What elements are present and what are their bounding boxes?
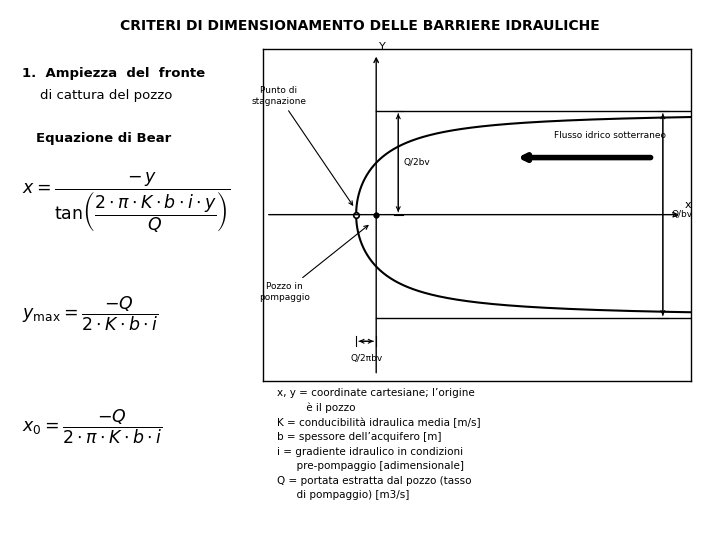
Text: x, y = coordinate cartesiane; l’origine
         è il pozzo
K = conducibilità id: x, y = coordinate cartesiane; l’origine … bbox=[277, 388, 481, 500]
Text: Punto di
stagnazione: Punto di stagnazione bbox=[251, 86, 353, 205]
Text: $x_0 = \dfrac{-Q}{2\cdot\pi\cdot K\cdot b\cdot i}$: $x_0 = \dfrac{-Q}{2\cdot\pi\cdot K\cdot … bbox=[22, 408, 162, 446]
Text: 1.  Ampiezza  del  fronte: 1. Ampiezza del fronte bbox=[22, 68, 204, 80]
Text: $y_{\rm max} = \dfrac{-Q}{2\cdot K\cdot b\cdot i}$: $y_{\rm max} = \dfrac{-Q}{2\cdot K\cdot … bbox=[22, 294, 158, 333]
Text: Y: Y bbox=[379, 42, 386, 52]
Text: CRITERI DI DIMENSIONAMENTO DELLE BARRIERE IDRAULICHE: CRITERI DI DIMENSIONAMENTO DELLE BARRIER… bbox=[120, 19, 600, 33]
Text: Q/2bv: Q/2bv bbox=[403, 158, 430, 167]
Text: di cattura del pozzo: di cattura del pozzo bbox=[40, 89, 172, 102]
Text: Pozzo in
pompaggio: Pozzo in pompaggio bbox=[259, 226, 368, 301]
Text: $x = \dfrac{-\,y}{\tan\!\left(\dfrac{2\cdot\pi\cdot K\cdot b\cdot i\cdot y}{Q}\r: $x = \dfrac{-\,y}{\tan\!\left(\dfrac{2\c… bbox=[22, 170, 230, 234]
Text: x: x bbox=[685, 200, 691, 211]
Text: Q/bv: Q/bv bbox=[671, 210, 692, 219]
Text: Flusso idrico sotterraneo: Flusso idrico sotterraneo bbox=[554, 131, 666, 140]
Text: Q/2πbv: Q/2πbv bbox=[350, 354, 382, 363]
Text: Equazione di Bear: Equazione di Bear bbox=[36, 132, 171, 145]
